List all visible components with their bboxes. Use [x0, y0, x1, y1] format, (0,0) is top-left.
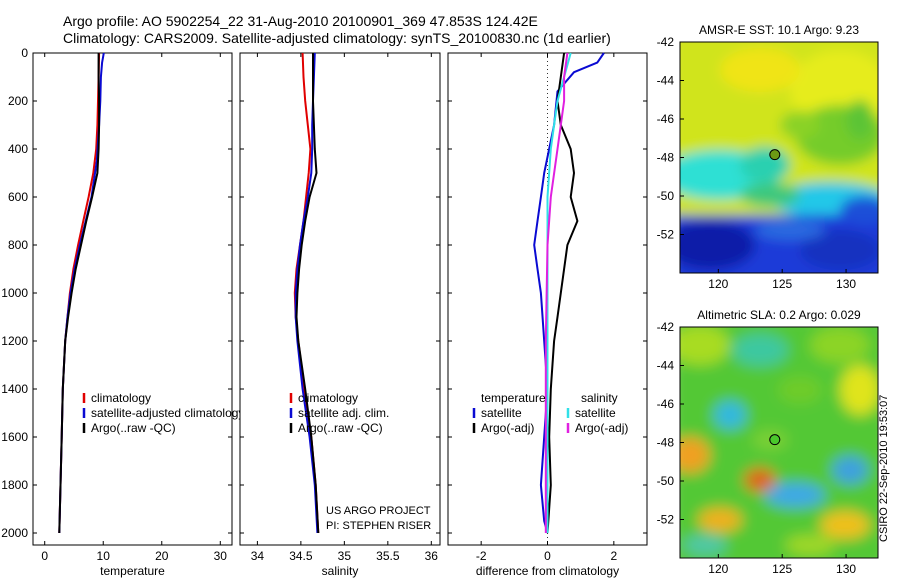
temperature-xtick-label: 10 [97, 549, 111, 563]
sla_map-ytick-label: -52 [657, 513, 675, 527]
salinity-xlabel: salinity [322, 564, 359, 578]
sst_map-ytick-label: -46 [657, 112, 675, 126]
sst_map-ytick-label: -52 [657, 228, 675, 242]
temperature-xtick-label: 30 [214, 549, 228, 563]
difference-xtick-label: -2 [476, 549, 487, 563]
difference-xlabel: difference from climatology [476, 564, 619, 578]
sla_map-ytick-label: -44 [657, 359, 675, 373]
difference-series-1 [546, 52, 579, 534]
sla_map-ytick-label: -50 [657, 474, 675, 488]
credit-project: US ARGO PROJECT [326, 505, 431, 517]
salinity-series-2 [295, 53, 320, 534]
depth-tick-label: 400 [8, 142, 28, 156]
temperature-plot-area [32, 52, 233, 546]
depth-tick-label: 1400 [1, 382, 28, 396]
sla_map-xtick-label: 120 [708, 562, 728, 576]
depth-tick-label: 1600 [1, 430, 28, 444]
header-line-1: Argo profile: AO 5902254_22 31-Aug-2010 … [63, 13, 538, 29]
sla_map-title: Altimetric SLA: 0.2 Argo: 0.029 [697, 308, 861, 322]
difference-series-2 [546, 52, 572, 533]
legend-entry: Argo(-adj) [481, 421, 534, 435]
sla-map-field [680, 327, 878, 558]
depth-tick-label: 200 [8, 94, 28, 108]
difference-series-3 [544, 52, 569, 533]
depth-tick-label: 800 [8, 238, 28, 252]
sst_map-title: AMSR-E SST: 10.1 Argo: 9.23 [699, 23, 859, 37]
salinity-xtick-label: 34.5 [289, 549, 313, 563]
sla_map-ytick-label: -42 [657, 320, 675, 334]
depth-tick-label: 1000 [1, 286, 28, 300]
sst_map-float-marker [769, 149, 781, 161]
temperature-xtick-label: 0 [41, 549, 48, 563]
difference-xtick-label: 2 [610, 549, 617, 563]
credit-pi: PI: STEPHEN RISER [326, 520, 432, 532]
header-line-2: Climatology: CARS2009. Satellite-adjuste… [63, 30, 611, 46]
temperature-legend-entry: satellite-adjusted climatology [91, 406, 244, 420]
sst_map-xtick-label: 125 [772, 277, 792, 291]
salinity-xtick-label: 36 [425, 549, 439, 563]
sst_map-ytick-label: -48 [657, 151, 675, 165]
depth-tick-label: 600 [8, 190, 28, 204]
legend-entry: satellite [575, 406, 616, 420]
sst_map-ytick-label: -42 [657, 35, 675, 49]
salinity-legend-entry: Argo(..raw -QC) [298, 421, 383, 435]
temperature-xlabel: temperature [100, 564, 165, 578]
credit-stamp: CSIRO 22-Sep-2010 19:53:07 [878, 394, 890, 542]
depth-tick-label: 1800 [1, 478, 28, 492]
salinity-xtick-label: 34 [251, 549, 265, 563]
salinity-series-1 [294, 52, 319, 534]
legend-title-temperature: temperature [481, 391, 546, 405]
salinity-xtick-label: 35 [338, 549, 352, 563]
sla_map-ytick-label: -48 [657, 436, 675, 450]
depth-tick-label: 2000 [1, 526, 28, 540]
sla_map-xtick-label: 130 [836, 562, 856, 576]
sst_map-ytick-label: -44 [657, 74, 675, 88]
depth-tick-label: 1200 [1, 334, 28, 348]
sst-map-field [680, 42, 878, 273]
temperature-xtick-label: 20 [155, 549, 169, 563]
salinity-xtick-label: 35.5 [376, 549, 400, 563]
legend-entry: satellite [481, 406, 522, 420]
sst_map-ytick-label: -50 [657, 189, 675, 203]
difference-series-0 [533, 52, 605, 534]
sla_map-float-marker [769, 434, 781, 446]
salinity-plot-area [239, 52, 441, 546]
sst_map-xtick-label: 120 [708, 277, 728, 291]
depth-tick-label: 0 [21, 46, 28, 60]
difference-xtick-label: 0 [544, 549, 551, 563]
legend-title-salinity: salinity [581, 391, 618, 405]
temperature-legend-entry: Argo(..raw -QC) [91, 421, 176, 435]
temperature-series-2 [58, 53, 101, 534]
legend-entry: Argo(-adj) [575, 421, 628, 435]
sla_map-xtick-label: 125 [772, 562, 792, 576]
sst_map-xtick-label: 130 [836, 277, 856, 291]
salinity-legend-entry: climatology [298, 391, 358, 405]
sla_map-ytick-label: -46 [657, 397, 675, 411]
temperature-legend-entry: climatology [91, 391, 151, 405]
salinity-legend-entry: satellite adj. clim. [298, 406, 389, 420]
